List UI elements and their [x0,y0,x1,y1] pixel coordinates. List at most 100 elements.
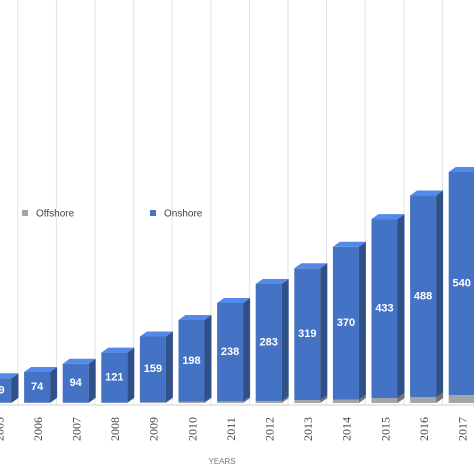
bar-face [217,401,244,403]
x-tick-label: 2009 [147,417,161,441]
bar [178,314,212,402]
bar-face [204,396,212,403]
x-tick-label: 2013 [301,417,315,441]
bar-face [50,367,58,403]
data-label: 433 [375,302,393,314]
x-tick-label: 2012 [262,417,276,441]
data-label: 94 [70,377,83,389]
data-label: 370 [337,317,355,329]
bar-face [332,399,359,403]
bar-face [24,367,58,373]
bar-face [294,263,328,269]
bar-face [436,190,444,398]
x-tick-label: 2008 [108,417,122,441]
data-label: 59 [0,384,5,396]
bar-face [139,336,166,403]
bar-face [332,241,366,247]
x-tick-label: 2016 [417,417,431,441]
x-tick-label: 2017 [455,417,469,441]
bar-face [410,195,437,398]
bar-face [358,394,366,403]
bar-face [320,263,328,401]
bar [410,190,444,398]
bar [62,358,96,403]
bar-face [448,167,474,172]
bar [294,263,328,401]
data-label: 121 [105,371,123,383]
bar-face [371,214,405,220]
x-axis-title: YEARS [208,457,235,466]
bar-face [294,268,321,401]
bar-face [101,347,135,353]
bar-face [62,363,89,403]
bar [101,347,135,403]
bar-face [178,314,212,320]
bar [448,167,474,396]
bar-face [410,190,444,196]
data-label: 238 [221,346,239,358]
bar [255,278,289,401]
legend-label: Onshore [164,209,203,220]
bar-face [281,278,289,401]
bar-face [178,319,205,402]
bar [371,214,405,399]
data-label: 540 [453,277,471,289]
bar-face [0,373,19,379]
bar-face [178,401,205,403]
bar-face [294,400,321,403]
x-tick-label: 2007 [69,417,83,441]
bar-face [448,395,474,403]
x-tick-label: 2006 [31,417,45,441]
bar-face [11,373,19,403]
bar-face [0,378,12,403]
bar-face [88,358,96,403]
data-label: 283 [260,336,278,348]
data-label: 488 [414,290,432,302]
bar [0,373,19,403]
x-tick-label: 2014 [340,417,354,441]
x-tick-label: 2011 [224,417,238,441]
bar [139,331,173,403]
bar-face [11,397,19,403]
bar-face [24,372,51,403]
bar-face [371,219,398,399]
bar-face [243,396,251,403]
bar-face [243,297,251,402]
legend-swatch [22,210,28,216]
bar-face [204,314,212,402]
bar-face [88,397,96,403]
bar [332,241,366,400]
bar-face [397,393,405,403]
bar-face [255,283,282,401]
legend-swatch [150,210,156,216]
bar-face [50,397,58,403]
bar-face [127,397,135,403]
bar-face [436,392,444,403]
data-label: 159 [144,363,162,375]
x-tick-label: 2010 [185,417,199,441]
bar-face [101,352,128,403]
bar-face [397,214,405,399]
data-label: 74 [31,381,44,393]
x-tick-label: 2015 [378,417,392,441]
bar-face [139,331,173,337]
bar-face [255,400,282,403]
bar-face [127,347,135,403]
bar-face [217,297,251,303]
bar-face [281,395,289,403]
bar [217,297,251,402]
bar-face [62,358,96,364]
bar-face [320,395,328,403]
bar [24,367,58,403]
bar-face [165,331,173,403]
bar-face [448,172,474,396]
bar-face [139,402,166,403]
x-tick-label: 2005 [0,417,6,441]
data-label: 198 [182,355,200,367]
bar-face [217,302,244,402]
bar-face [410,397,437,403]
bar-face [371,398,398,403]
data-label: 319 [298,328,316,340]
bar-face [332,246,359,400]
